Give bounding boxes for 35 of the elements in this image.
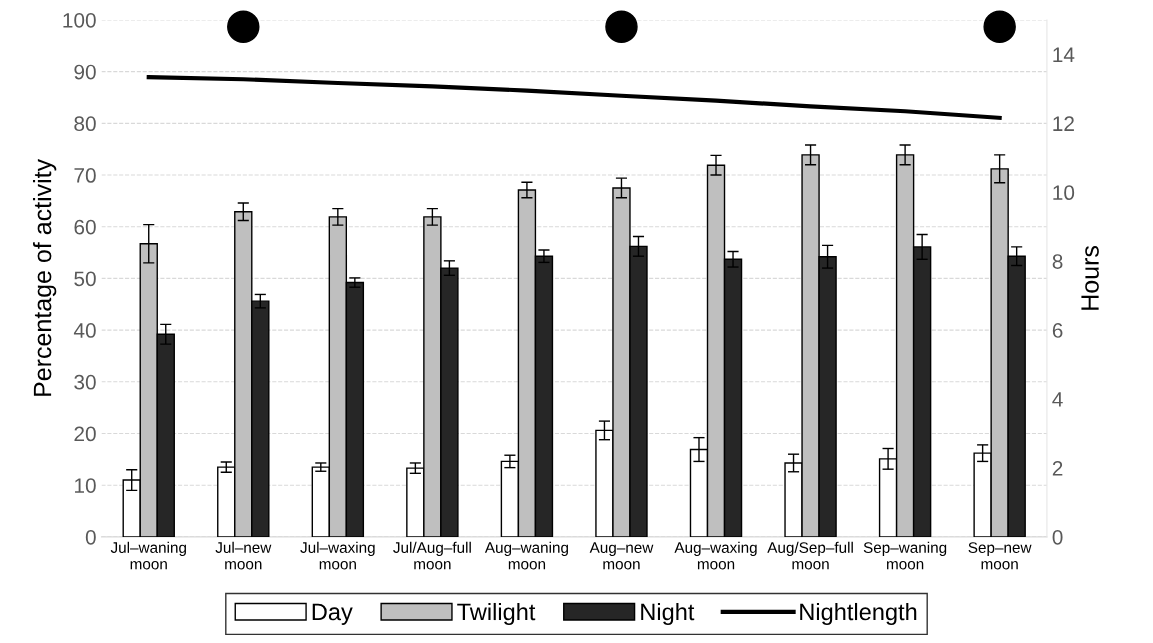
y2-tick-label: 0 xyxy=(1052,529,1063,545)
y-tick-label: 40 xyxy=(73,323,96,338)
x-tick-label: Jul–waning moon xyxy=(110,541,186,570)
x-tick-label: Jul/Aug–full moon xyxy=(393,541,471,570)
y-tick-label: 70 xyxy=(74,168,96,183)
y-tick-label: 60 xyxy=(74,219,96,235)
y-tick-label: 30 xyxy=(74,374,96,390)
legend-label: Day xyxy=(312,603,353,625)
y2-tick-label: 12 xyxy=(1053,116,1074,131)
y2-tick-label: 8 xyxy=(1052,254,1063,269)
y-tick-label: 90 xyxy=(74,64,96,80)
y-tick-label: 50 xyxy=(74,271,96,287)
y2-axis-title: Hours xyxy=(1081,245,1099,310)
y2-tick-label: 14 xyxy=(1053,47,1075,62)
x-tick-label: Sep–new moon xyxy=(968,542,1032,570)
x-tick-label: Sep–waning moon xyxy=(863,541,947,570)
y2-tick-label: 6 xyxy=(1052,323,1063,338)
y-tick-label: 80 xyxy=(74,116,96,132)
y-tick-label: 10 xyxy=(75,478,96,493)
x-tick-label: Jul–waxing moon xyxy=(300,541,375,570)
y2-tick-label: 10 xyxy=(1053,185,1075,201)
x-tick-label: Aug–waning moon xyxy=(484,541,568,570)
y2-tick-label: 2 xyxy=(1052,460,1063,476)
legend-label: Nightlength xyxy=(800,602,917,625)
y-tick-label: 100 xyxy=(63,12,96,28)
x-tick-label: Aug/Sep–full moon xyxy=(767,541,853,570)
x-tick-label: Aug–new moon xyxy=(589,542,654,570)
y-tick-label: 0 xyxy=(85,529,96,545)
y-tick-label: 20 xyxy=(74,426,96,442)
x-tick-label: Jul–new moon xyxy=(215,541,272,570)
x-tick-label: Aug–waxing moon xyxy=(674,541,757,570)
y2-tick-label: 4 xyxy=(1052,392,1063,407)
legend-label: Night xyxy=(641,602,695,625)
y-axis-title: Percentage of activity xyxy=(32,158,57,396)
legend-label: Twilight xyxy=(457,602,536,625)
